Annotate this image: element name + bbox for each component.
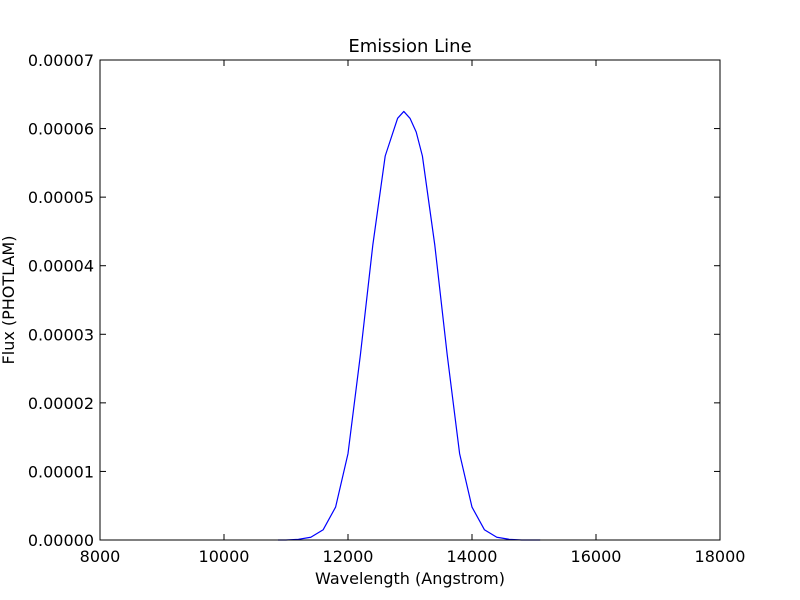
y-tick-label: 0.00001 [28,462,94,481]
y-tick-label: 0.00000 [28,531,94,550]
x-tick-label: 16000 [571,547,622,566]
y-tick-label: 0.00007 [28,51,94,70]
x-tick-label: 12000 [323,547,374,566]
x-tick-label: 10000 [199,547,250,566]
y-axis-label: Flux (PHOTLAM) [0,236,18,365]
y-tick-label: 0.00004 [28,257,94,276]
chart-title: Emission Line [348,36,471,57]
y-tick-label: 0.00002 [28,394,94,413]
y-tick-label: 0.00003 [28,325,94,344]
axis-ticks: 8000 10000 12000 14000 16000 18000 0.00000 0.00… [28,51,746,566]
x-tick-label: 8000 [80,547,121,566]
y-tick-label: 0.00006 [28,120,94,139]
x-tick-label: 18000 [695,547,746,566]
y-tick-label: 0.00005 [28,188,94,207]
series-line [277,110,541,541]
x-tick-label: 14000 [447,547,498,566]
plot-frame [99,59,721,541]
x-axis-label: Wavelength (Angstrom) [315,569,505,588]
series-layer [277,110,541,541]
